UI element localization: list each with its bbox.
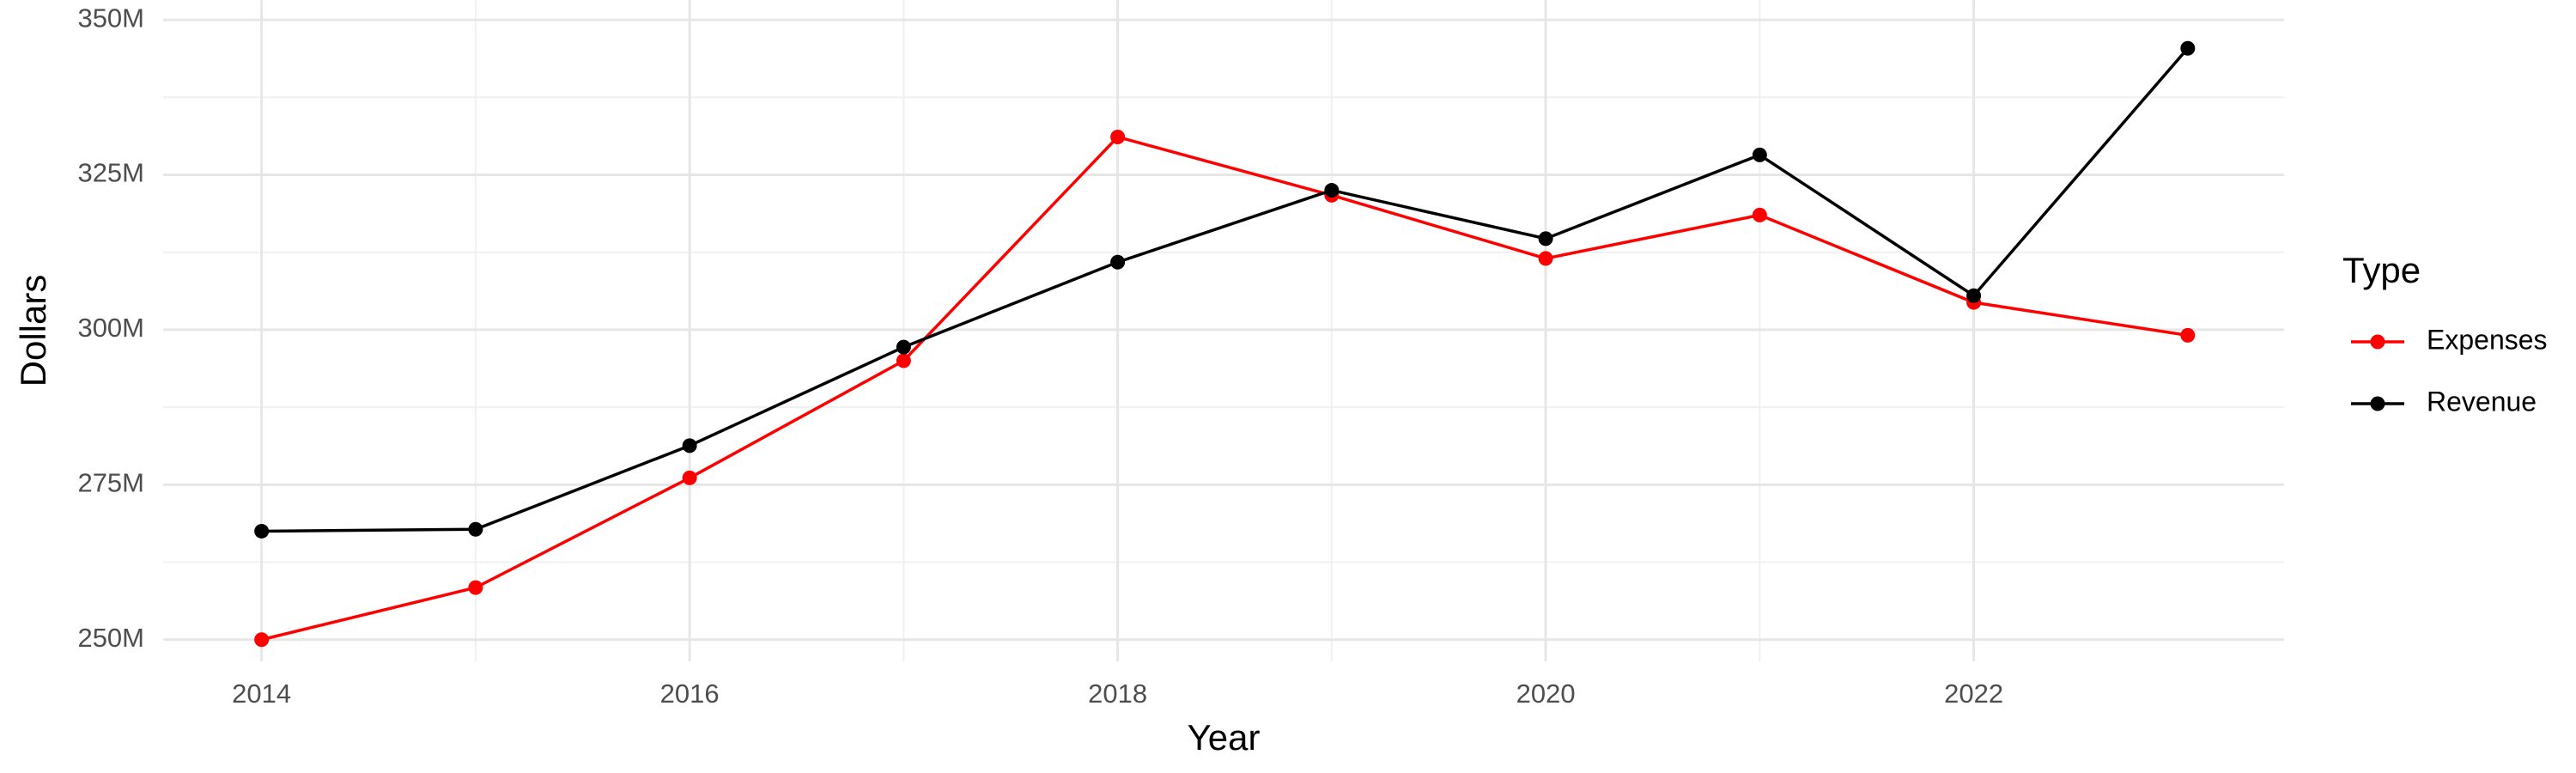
y-axis-title: Dollars [13,275,53,387]
data-point [468,521,483,537]
data-point [1966,288,1982,303]
legend-label: Expenses [2427,324,2548,355]
y-tick-label: 250M [77,623,144,653]
x-tick-label: 2018 [1088,679,1147,709]
x-axis-title: Year [1188,717,1261,758]
x-tick-label: 2020 [1516,679,1576,709]
data-point [254,523,270,539]
data-point [1538,251,1553,266]
legend-key-point [2370,334,2385,350]
data-point [1752,147,1767,162]
series-line [261,135,2189,642]
y-tick-label: 325M [77,158,144,188]
y-tick-label: 350M [77,3,144,33]
data-point [468,580,483,595]
data-point [682,470,697,485]
data-point [1324,183,1340,198]
data-point [1538,231,1553,247]
series-line [261,47,2190,533]
data-point [254,632,270,648]
legend-title: Type [2342,250,2421,290]
x-tick-label: 2022 [1944,679,2003,709]
legend-label: Revenue [2427,386,2537,417]
data-point [896,339,911,355]
data-point [896,353,911,368]
x-tick-label: 2014 [232,679,291,709]
data-point [2180,40,2196,56]
data-point [1110,254,1126,270]
x-tick-label: 2016 [660,679,720,709]
data-point [682,438,697,453]
y-tick-label: 275M [77,468,144,498]
data-point [1110,129,1126,144]
data-point [2180,327,2196,343]
legend-key-point [2370,396,2385,411]
y-tick-label: 300M [77,313,144,343]
data-point [1752,207,1767,222]
